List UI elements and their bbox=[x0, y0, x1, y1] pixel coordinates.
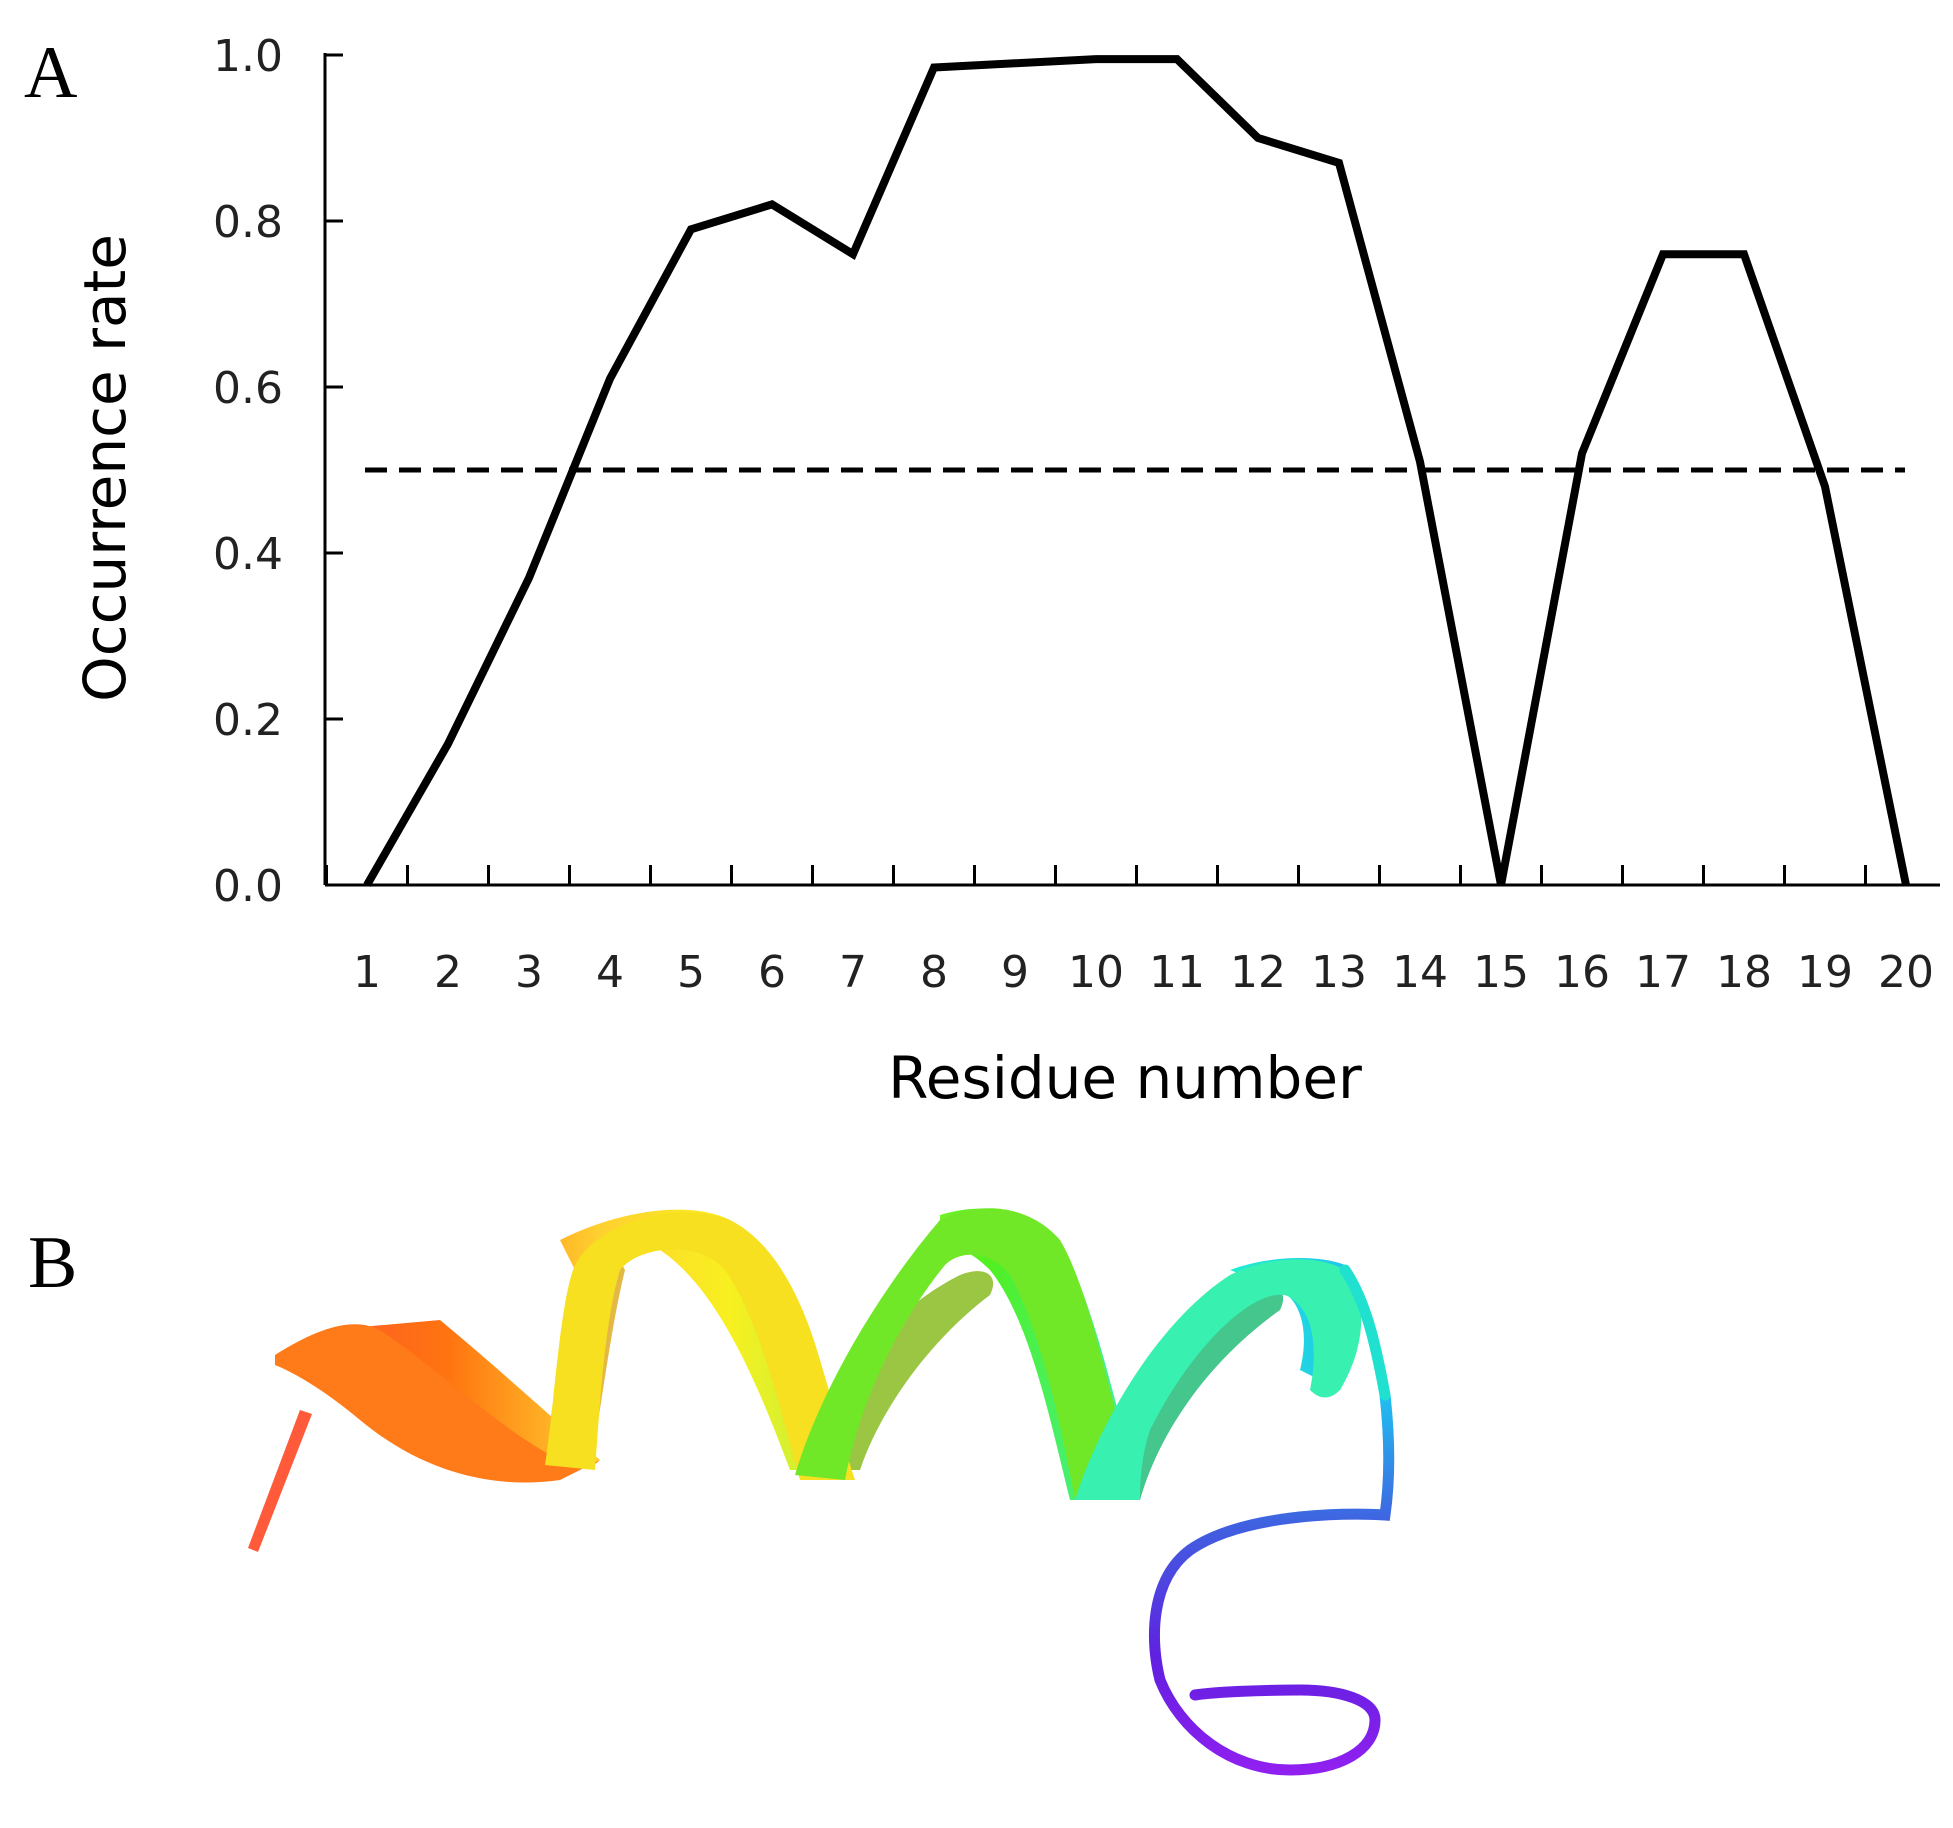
series-line-0 bbox=[363, 55, 1910, 887]
x-tick-label: 6 bbox=[758, 947, 786, 998]
ribbon-c-terminal-link bbox=[1339, 1264, 1391, 1401]
line-chart: 0.00.20.40.60.81.0 1 2 3 4 5 6 7 8 9 10 11 12 13 14 15… bbox=[71, 31, 1940, 1100]
ribbon-c-terminal-coil bbox=[1148, 1389, 1395, 1776]
x-tick-label: 2 bbox=[434, 947, 462, 998]
x-tick-label: 11 bbox=[1149, 947, 1205, 998]
x-tick-label: 5 bbox=[677, 947, 705, 998]
y-tick-label: 0.4 bbox=[213, 529, 283, 580]
y-axis-label: Occurrence rate bbox=[71, 234, 139, 702]
x-tick-label: 4 bbox=[596, 947, 624, 998]
x-tick-label: 12 bbox=[1230, 947, 1286, 998]
x-tick-label: 7 bbox=[839, 947, 867, 998]
ribbon-turn-4 bbox=[1075, 1259, 1362, 1500]
y-tick-label: 0.2 bbox=[213, 695, 283, 746]
x-tick-label: 8 bbox=[920, 947, 948, 998]
x-tick-label: 15 bbox=[1473, 947, 1529, 998]
x-tick-label: 19 bbox=[1797, 947, 1853, 998]
x-tick-label: 20 bbox=[1878, 947, 1934, 998]
axes bbox=[323, 53, 1940, 887]
x-tick-label: 9 bbox=[1001, 947, 1029, 998]
ribbon-turn-3 bbox=[795, 1208, 1140, 1500]
x-ticks: 1 2 3 4 5 6 7 8 9 10 11 12 13 14 15 16 17 18 19 20 bbox=[325, 865, 1934, 998]
x-tick-label: 13 bbox=[1311, 947, 1367, 998]
y-tick-label: 0.0 bbox=[213, 861, 283, 912]
x-tick-label: 14 bbox=[1392, 947, 1448, 998]
y-tick-label: 0.8 bbox=[213, 197, 283, 248]
ribbon-n-terminus bbox=[248, 1410, 312, 1552]
x-tick-label: 16 bbox=[1554, 947, 1610, 998]
x-tick-label: 17 bbox=[1635, 947, 1691, 998]
x-tick-label: 1 bbox=[353, 947, 381, 998]
y-tick-label: 1.0 bbox=[213, 31, 283, 82]
y-ticks: 0.0 0.2 0.4 0.6 0.8 1.0 bbox=[213, 31, 343, 912]
x-tick-label: 10 bbox=[1068, 947, 1124, 998]
x-tick-label: 3 bbox=[515, 947, 543, 998]
panel-label-b: B bbox=[28, 1222, 78, 1304]
x-tick-label: 18 bbox=[1716, 947, 1772, 998]
y-tick-label: 0.6 bbox=[213, 363, 283, 414]
panel-label-a: A bbox=[24, 32, 78, 114]
series-group bbox=[363, 55, 1910, 887]
ribbon-turn-2 bbox=[545, 1212, 855, 1480]
x-axis-label: Residue number bbox=[888, 1044, 1362, 1100]
ribbon-turn-1 bbox=[275, 1324, 600, 1483]
